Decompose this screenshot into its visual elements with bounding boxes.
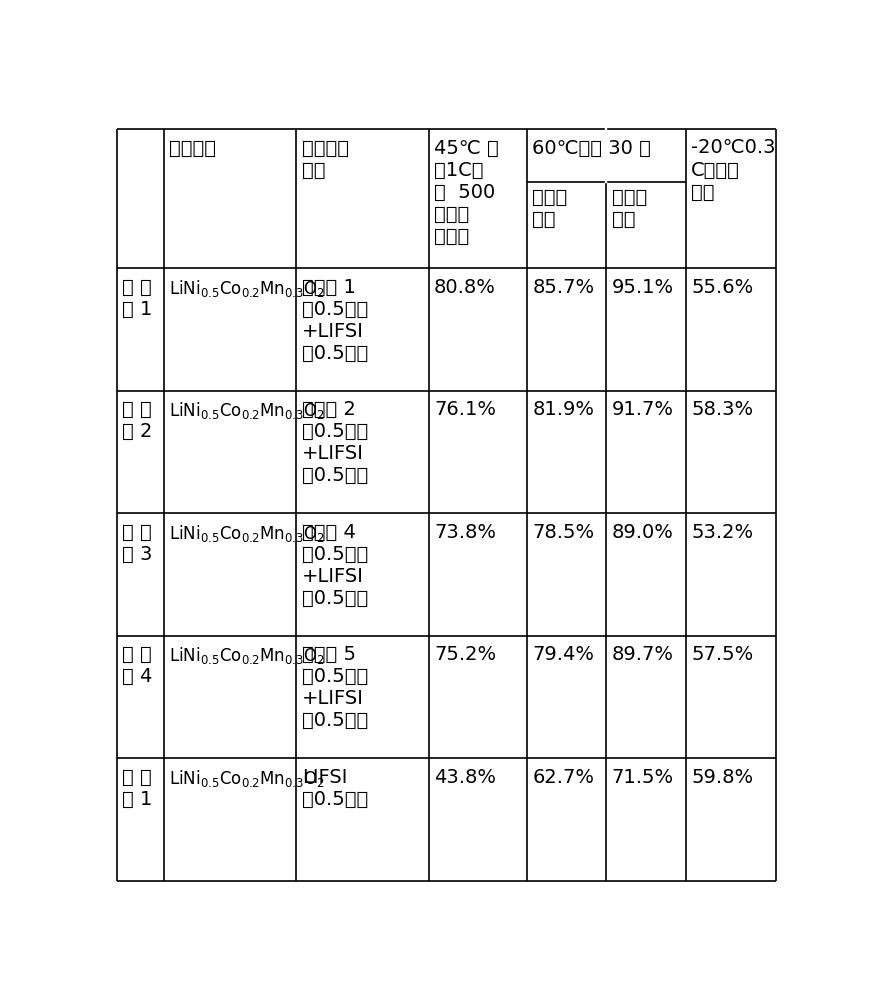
Text: 对 比
例 1: 对 比 例 1 (122, 768, 152, 809)
Text: 实 施
例 1: 实 施 例 1 (122, 278, 152, 319)
Text: 62.7%: 62.7% (532, 768, 594, 787)
Text: 60℃存储 30 天: 60℃存储 30 天 (532, 138, 652, 157)
Text: 89.7%: 89.7% (611, 645, 674, 664)
Text: $\mathregular{LiNi_{0.5}Co_{0.2}Mn_{0.3}O_2}$: $\mathregular{LiNi_{0.5}Co_{0.2}Mn_{0.3}… (169, 768, 325, 789)
Text: 78.5%: 78.5% (532, 523, 595, 542)
Text: 正极材料: 正极材料 (169, 138, 216, 157)
Text: 95.1%: 95.1% (611, 278, 674, 297)
Text: 化合物 5
（0.5％）
+LIFSI
（0.5％）: 化合物 5 （0.5％） +LIFSI （0.5％） (301, 645, 368, 730)
Text: 71.5%: 71.5% (611, 768, 674, 787)
Text: 79.4%: 79.4% (532, 645, 594, 664)
Text: 89.0%: 89.0% (611, 523, 673, 542)
Text: 81.9%: 81.9% (532, 400, 594, 419)
Text: 化合物 2
（0.5％）
+LIFSI
（0.5％）: 化合物 2 （0.5％） +LIFSI （0.5％） (301, 400, 368, 485)
Text: 55.6%: 55.6% (692, 278, 753, 297)
Text: 化合物 4
（0.5％）
+LIFSI
（0.5％）: 化合物 4 （0.5％） +LIFSI （0.5％） (301, 523, 368, 608)
Text: 容量保
持率: 容量保 持率 (532, 188, 568, 229)
Text: 91.7%: 91.7% (611, 400, 674, 419)
Text: 实 施
例 4: 实 施 例 4 (122, 645, 152, 686)
Text: 化合物 1
（0.5％）
+LIFSI
（0.5％）: 化合物 1 （0.5％） +LIFSI （0.5％） (301, 278, 368, 363)
Text: 43.8%: 43.8% (434, 768, 496, 787)
Text: LIFSI
（0.5％）: LIFSI （0.5％） (301, 768, 368, 809)
Text: 53.2%: 53.2% (692, 523, 753, 542)
Text: 59.8%: 59.8% (692, 768, 753, 787)
Text: $\mathregular{LiNi_{0.5}Co_{0.2}Mn_{0.3}O_2}$: $\mathregular{LiNi_{0.5}Co_{0.2}Mn_{0.3}… (169, 523, 325, 544)
Text: $\mathregular{LiNi_{0.5}Co_{0.2}Mn_{0.3}O_2}$: $\mathregular{LiNi_{0.5}Co_{0.2}Mn_{0.3}… (169, 278, 325, 299)
Text: 添加剂及
含量: 添加剂及 含量 (301, 138, 348, 179)
Text: 73.8%: 73.8% (434, 523, 496, 542)
Text: 实 施
例 2: 实 施 例 2 (122, 400, 152, 441)
Text: -20℃0.3
C放电效
率值: -20℃0.3 C放电效 率值 (692, 138, 776, 201)
Text: 45℃ 循
环1C循
环  500
周容量
保持率: 45℃ 循 环1C循 环 500 周容量 保持率 (434, 138, 499, 245)
Text: 58.3%: 58.3% (692, 400, 753, 419)
Text: 75.2%: 75.2% (434, 645, 496, 664)
Text: 实 施
例 3: 实 施 例 3 (122, 523, 152, 564)
Text: 80.8%: 80.8% (434, 278, 496, 297)
Text: 76.1%: 76.1% (434, 400, 496, 419)
Text: $\mathregular{LiNi_{0.5}Co_{0.2}Mn_{0.3}O_2}$: $\mathregular{LiNi_{0.5}Co_{0.2}Mn_{0.3}… (169, 400, 325, 421)
Text: 容量恢
复率: 容量恢 复率 (611, 188, 647, 229)
Text: 57.5%: 57.5% (692, 645, 753, 664)
Text: 85.7%: 85.7% (532, 278, 595, 297)
Text: $\mathregular{LiNi_{0.5}Co_{0.2}Mn_{0.3}O_2}$: $\mathregular{LiNi_{0.5}Co_{0.2}Mn_{0.3}… (169, 645, 325, 666)
